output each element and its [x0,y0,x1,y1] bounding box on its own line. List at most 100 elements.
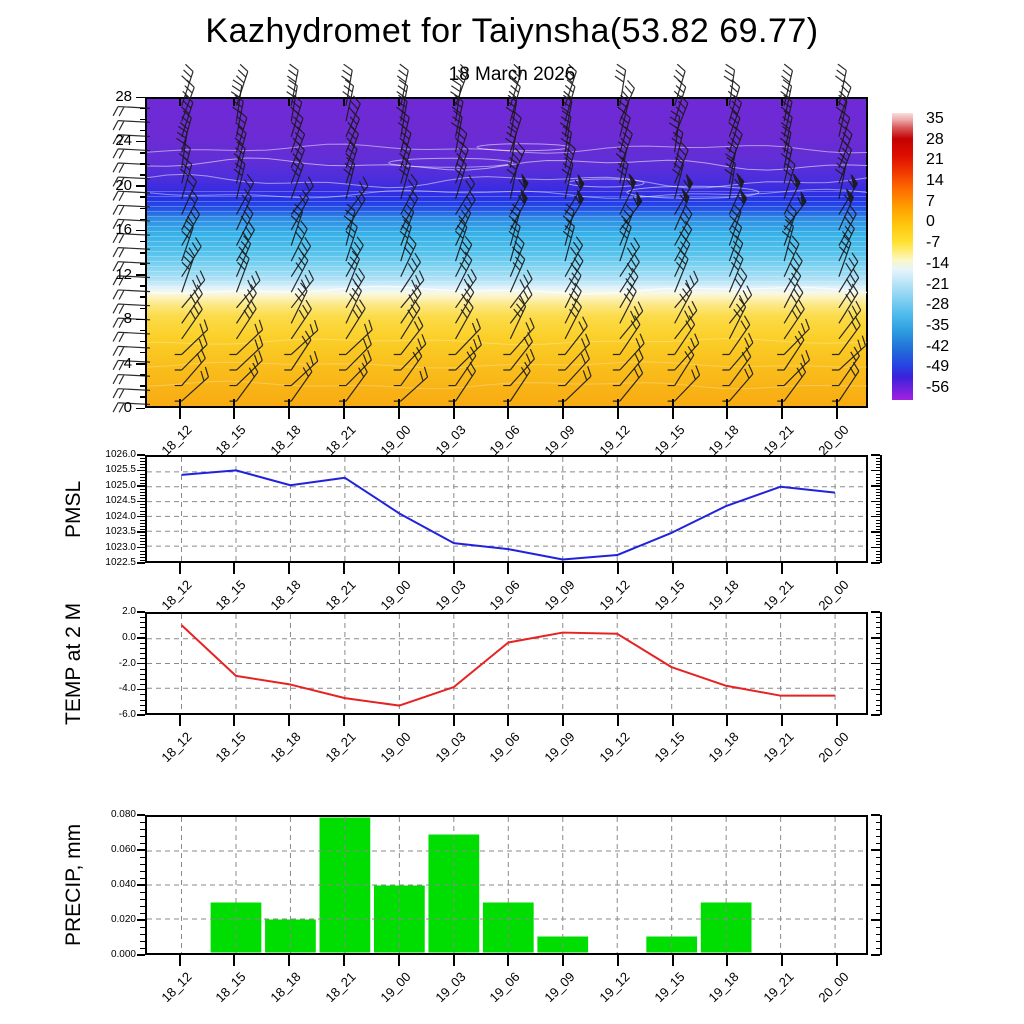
cross-y-tick-label: 0 [123,399,132,416]
temp2m-y-minor-tick [140,684,145,686]
colorbar-tick-label: 0 [926,213,935,231]
pmsl-x-tick [233,563,236,574]
precip-x-tick [671,955,674,966]
wind-barb [455,190,476,231]
pmsl-right-minor [876,495,880,497]
wind-barb [667,333,700,371]
pmsl-right-minor [876,476,880,478]
wind-barb [780,110,793,153]
cross-x-tick-label: 18_21 [322,422,359,459]
pmsl-y-minor-tick [140,476,145,478]
pmsl-x-tick [562,563,565,574]
wind-barb [564,298,582,340]
temp2m-x-tick [835,715,838,726]
temp2m-y-minor-tick [140,678,145,680]
wind-barb [728,219,743,262]
temp2m-right-major [871,662,880,665]
wind-barb [112,388,151,399]
wind-barb [563,141,576,184]
wind-barb [181,270,206,309]
wind-barb-flag [577,173,584,190]
precip-right-major [871,884,880,886]
wind-barb [838,268,860,309]
temp2m-y-minor-tick [140,673,145,675]
precip-right-minor [876,948,880,949]
cross-x-tick-label: 19_06 [486,422,523,459]
wind-barb [181,79,195,122]
cross-y-tick [140,107,145,110]
wind-barb [667,315,696,356]
cross-y-tick [136,96,145,98]
wind-barb [400,284,422,324]
wind-barb [229,335,264,371]
precip-y-minor-tick [140,822,145,823]
temp2m-y-tick [137,714,145,716]
temp2m-x-tick-label: 19_06 [486,729,523,766]
cross-y-tick-label: 16 [115,221,132,239]
wind-barb [290,282,308,324]
pmsl-right-minor [876,504,880,506]
cross-y-tick [140,263,145,265]
wind-barb [564,252,584,293]
precip-y-minor-tick [140,829,145,830]
temp2m-x-tick [452,715,455,726]
wind-barb [448,334,482,371]
wind-barb [562,219,575,262]
wind-barb [508,203,521,246]
colorbar-tick-label: 21 [926,151,944,169]
precip-y-minor-tick [140,927,145,928]
pmsl-y-tick-label: 1024.0 [105,510,136,522]
pmsl-x-tick-label: 20_00 [815,577,852,614]
wind-barb [112,218,151,230]
wind-barb [345,267,366,309]
wind-barb-flag [735,172,744,188]
cross-y-tick [140,329,145,332]
cross-y-tick-label: 28 [115,88,132,105]
temp2m-y-minor-tick [140,694,145,696]
precip-plot [147,817,866,953]
cross-y-tick-label: 8 [123,310,132,328]
wind-barb [290,141,305,184]
cross-x-tick-label: 19_00 [377,422,414,459]
cross-x-tick-label: 20_00 [815,422,852,459]
cross-y-tick-label: 12 [115,265,132,283]
temp2m-y-tick [137,688,145,690]
wind-barb [564,63,577,106]
wind-barb [455,269,477,309]
temp2m-y-minor-tick [140,704,145,706]
cross-y-tick [136,185,145,187]
pmsl-y-minor-tick [140,541,145,543]
temp2m-x-tick-label: 20_00 [815,729,852,766]
precip-x-tick [288,955,291,966]
pmsl-y-tick-label: 1023.0 [105,541,136,553]
precip-y-tick-label: 0.040 [110,879,136,890]
cross-x-tick [343,408,345,419]
wind-barb [174,319,209,356]
pmsl-y-minor-tick [140,510,145,512]
pmsl-y-tick-label: 1022.5 [105,557,136,568]
cross-x-tick [671,408,674,419]
colorbar-tick-label: -56 [926,379,950,397]
pmsl-y-minor-tick [140,498,145,500]
wind-barb [614,63,627,106]
cross-x-tick-label: 19_21 [760,422,797,459]
wind-barb [619,282,637,324]
cross-x-tick-inner-top [178,97,181,106]
pmsl-y-minor-tick [140,467,145,469]
wind-barb [723,63,736,106]
wind-barb [619,252,640,293]
wind-barb [674,174,694,215]
wind-barb [558,333,591,371]
wind-barb [399,219,412,262]
cross-x-tick-inner-bottom [178,399,181,408]
wind-barb [619,301,644,340]
page-subtitle: 18 March 2026 [448,64,576,85]
wind-barb [722,332,754,371]
wind-barb [284,319,319,356]
temp2m-line [180,624,836,707]
temp2m-right-minor [876,653,880,655]
colorbar-tick-label: -35 [926,317,950,335]
precip-y-minor-tick [140,913,145,914]
wind-barb [179,110,192,153]
pmsl-y-minor-tick [140,550,145,552]
